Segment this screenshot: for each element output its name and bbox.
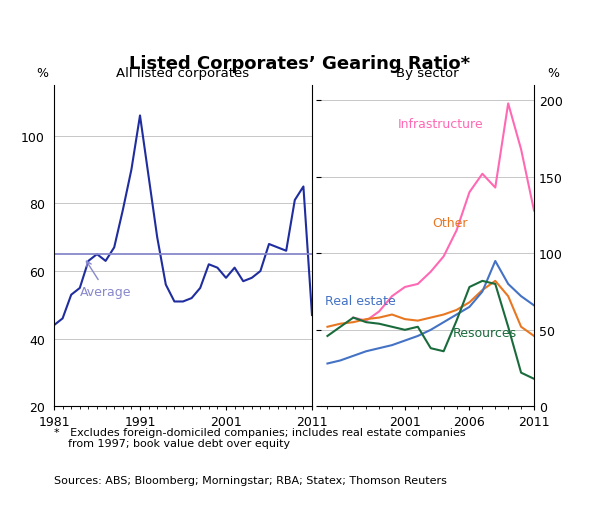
Text: All listed corporates: All listed corporates [116,67,250,79]
Text: Resources: Resources [453,326,517,339]
Text: *   Excludes foreign-domiciled companies; includes real estate companies
    fro: * Excludes foreign-domiciled companies; … [54,427,466,448]
Text: %: % [36,67,48,79]
Text: Other: Other [432,217,467,230]
Text: Average: Average [80,262,131,298]
Text: Sources: ABS; Bloomberg; Morningstar; RBA; Statex; Thomson Reuters: Sources: ABS; Bloomberg; Morningstar; RB… [54,475,447,485]
Text: Listed Corporates’ Gearing Ratio*: Listed Corporates’ Gearing Ratio* [130,55,470,73]
Text: By sector: By sector [396,67,459,79]
Text: Infrastructure: Infrastructure [398,118,484,130]
Text: %: % [548,67,560,79]
Text: Real estate: Real estate [325,294,396,307]
